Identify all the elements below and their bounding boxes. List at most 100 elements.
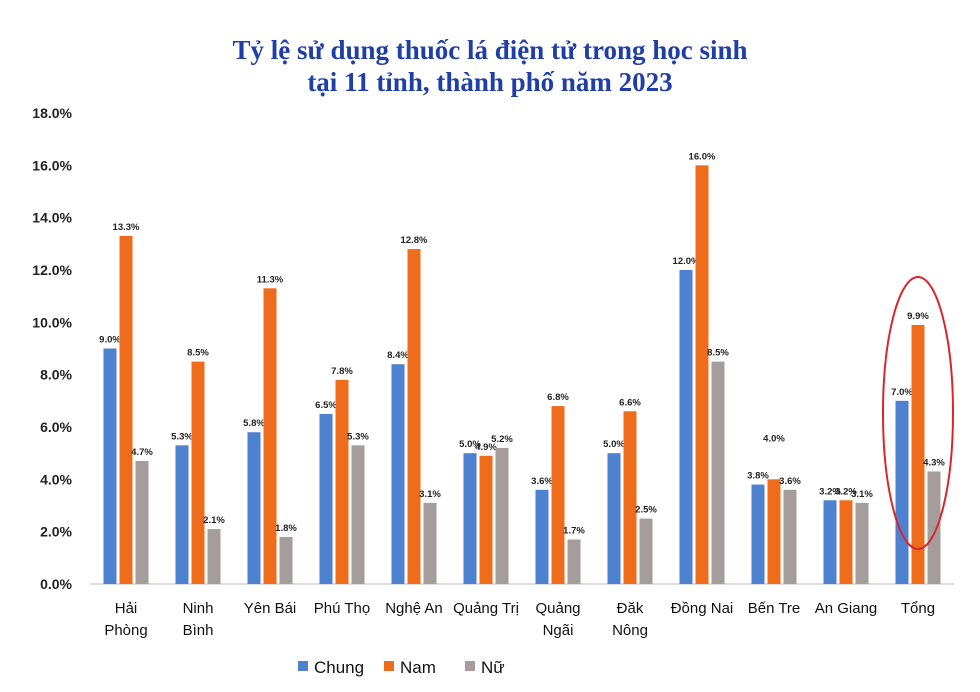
data-label: 2.1% xyxy=(203,515,225,526)
bar-chung xyxy=(463,453,477,584)
bar-chung xyxy=(895,400,909,584)
bar-nam xyxy=(263,288,277,584)
category-label: Phú Thọ xyxy=(314,600,370,617)
bar-nữ xyxy=(855,502,869,584)
bar-nam xyxy=(767,479,781,584)
category-label: Hải xyxy=(115,600,138,617)
data-label: 6.8% xyxy=(547,392,569,403)
data-label: 12.0% xyxy=(673,256,700,267)
data-label: 6.5% xyxy=(315,400,337,411)
bar-chung xyxy=(103,348,117,584)
bar-nam xyxy=(839,500,853,584)
title-line-1: Tỷ lệ sử dụng thuốc lá điện tử trong học… xyxy=(232,35,748,65)
y-tick-label: 6.0% xyxy=(40,419,72,435)
bar-nữ xyxy=(351,445,365,584)
bar-nữ xyxy=(495,447,509,584)
legend-label: Nữ xyxy=(481,658,505,677)
bar-chung xyxy=(175,445,189,584)
category-label: Quảng xyxy=(535,600,580,617)
data-label: 4.3% xyxy=(923,457,945,468)
category-label: Ngãi xyxy=(543,622,574,639)
category-label: Phòng xyxy=(104,622,147,639)
bar-nữ xyxy=(207,529,221,584)
data-label: 5.2% xyxy=(491,434,513,445)
bar-chung xyxy=(823,500,837,584)
highlight-ellipse xyxy=(882,276,954,550)
y-tick-label: 18.0% xyxy=(32,105,72,121)
data-label: 12.8% xyxy=(401,235,428,246)
data-label: 4.7% xyxy=(131,447,153,458)
category-label: Bình xyxy=(183,622,214,639)
legend-label: Chung xyxy=(314,658,364,677)
y-tick-label: 4.0% xyxy=(40,471,72,487)
bar-nam xyxy=(695,165,709,585)
data-label: 7.8% xyxy=(331,366,353,377)
bar-nữ xyxy=(783,489,797,584)
data-label: 6.6% xyxy=(619,397,641,408)
bar-nam xyxy=(479,455,493,584)
data-label: 8.4% xyxy=(387,350,409,361)
bar-nam xyxy=(335,379,349,584)
data-label: 7.0% xyxy=(891,387,913,398)
bar-nữ xyxy=(423,502,437,584)
y-tick-label: 16.0% xyxy=(32,157,72,173)
data-label: 8.5% xyxy=(707,348,729,359)
legend-swatch-nữ xyxy=(465,661,475,671)
data-label: 5.3% xyxy=(347,431,369,442)
data-label: 5.0% xyxy=(459,439,481,450)
data-label: 3.6% xyxy=(779,476,801,487)
data-label: 5.3% xyxy=(171,431,193,442)
bar-nam xyxy=(119,235,133,584)
data-label: 4.0% xyxy=(763,433,785,444)
bar-nam xyxy=(191,361,205,584)
data-label: 3.2% xyxy=(835,486,857,497)
data-label: 3.8% xyxy=(747,471,769,482)
category-label: Tổng xyxy=(901,600,935,617)
category-label: Bến Tre xyxy=(748,600,801,617)
data-label: 3.1% xyxy=(419,489,441,500)
legend-swatch-nam xyxy=(384,661,394,671)
category-label: Đăk xyxy=(617,600,644,617)
bar-nữ xyxy=(279,536,293,584)
y-tick-label: 12.0% xyxy=(32,262,72,278)
bar-chung xyxy=(391,364,405,584)
y-tick-label: 2.0% xyxy=(40,524,72,540)
data-label: 11.3% xyxy=(257,274,284,285)
data-label: 5.0% xyxy=(603,439,625,450)
data-label: 3.1% xyxy=(851,489,873,500)
data-label: 1.8% xyxy=(275,523,297,534)
bar-nữ xyxy=(927,471,941,584)
title-line-2: tại 11 tỉnh, thành phố năm 2023 xyxy=(307,67,673,97)
y-tick-label: 0.0% xyxy=(40,576,72,592)
category-label: Nông xyxy=(612,622,648,639)
y-tick-label: 8.0% xyxy=(40,367,72,383)
chart-title: Tỷ lệ sử dụng thuốc lá điện tử trong học… xyxy=(0,34,980,98)
data-label: 9.0% xyxy=(99,335,121,346)
data-label: 13.3% xyxy=(113,222,140,233)
data-label: 16.0% xyxy=(689,151,716,162)
bar-nữ xyxy=(639,518,653,584)
data-label: 4.9% xyxy=(475,442,497,453)
bar-chung xyxy=(679,270,693,584)
bar-chung xyxy=(247,432,261,584)
bar-nam xyxy=(407,249,421,585)
bar-nữ xyxy=(135,461,149,584)
data-label: 9.9% xyxy=(907,311,929,322)
bar-chung xyxy=(751,484,765,584)
legend-swatch-chung xyxy=(298,661,308,671)
bar-nữ xyxy=(567,539,581,584)
y-tick-label: 10.0% xyxy=(32,314,72,330)
data-label: 3.2% xyxy=(819,486,841,497)
bar-chung xyxy=(607,453,621,584)
data-label: 3.6% xyxy=(531,476,553,487)
bar-nam xyxy=(623,411,637,584)
bar-chung xyxy=(319,413,333,584)
data-label: 5.8% xyxy=(243,418,265,429)
data-label: 1.7% xyxy=(563,526,585,537)
bar-nam xyxy=(911,324,925,584)
bar-nữ xyxy=(711,361,725,584)
bar-chung xyxy=(535,489,549,584)
data-label: 8.5% xyxy=(187,348,209,359)
bar-nam xyxy=(551,406,565,584)
